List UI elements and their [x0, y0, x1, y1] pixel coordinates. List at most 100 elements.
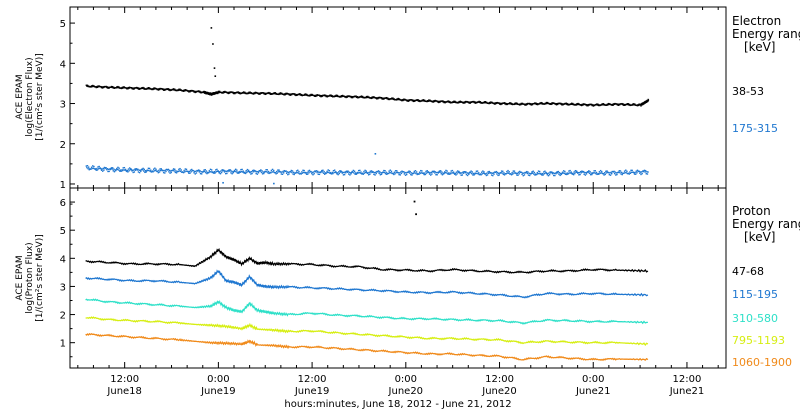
series-38-53-point	[429, 99, 431, 101]
series-175-315-point	[329, 171, 332, 174]
series-175-315-point	[480, 174, 482, 176]
series-175-315-point	[230, 170, 233, 172]
series-175-315-point	[317, 173, 319, 175]
series-175-315-point	[282, 170, 284, 173]
series-38-53-point	[535, 103, 538, 106]
series-175-315-point	[124, 169, 126, 171]
series-38-53-point	[479, 101, 482, 103]
series-38-53-point	[116, 86, 119, 89]
series-175-315-point	[178, 170, 181, 172]
series-175-315-point	[148, 169, 150, 172]
series-38-53-point	[562, 104, 564, 106]
series-175-315-point	[322, 169, 324, 171]
series-175-315-point	[275, 173, 277, 175]
series-175-315-point	[420, 172, 423, 174]
series-175-315-point	[525, 171, 527, 174]
y-tick-label: 1	[60, 339, 66, 350]
series-175-315-point	[291, 171, 293, 174]
series-175-315-point	[454, 172, 457, 175]
series-175-315-point	[385, 171, 387, 174]
series-175-315-point	[120, 170, 123, 172]
series-175-315-point	[406, 173, 408, 176]
x-tick-time-label: 0:00	[395, 374, 417, 385]
series-175-315-point	[459, 172, 462, 174]
series-175-315-point	[415, 171, 418, 173]
series-38-53-point	[632, 104, 634, 106]
series-175-315-point	[97, 166, 99, 168]
series-38-53-point	[536, 102, 538, 105]
series-175-315-point	[473, 173, 476, 175]
series-175-315-point	[141, 169, 144, 171]
series-175-315-point	[101, 168, 103, 170]
series-175-315-point	[307, 173, 309, 175]
series-38-53-point	[421, 100, 423, 102]
series-175-315-point	[460, 174, 462, 176]
series-38-53-point	[623, 103, 626, 106]
series-175-315-point	[195, 172, 198, 174]
series-175-315-point	[276, 172, 278, 174]
series-38-53-point	[590, 103, 593, 106]
series-175-315-point	[433, 170, 435, 173]
series-38-53-point	[612, 104, 614, 106]
series-175-315-point	[547, 175, 550, 177]
series-175-315-point	[521, 173, 523, 176]
series-38-53-point	[334, 95, 337, 98]
series-38-53-point	[95, 86, 97, 89]
series-175-315-point	[571, 173, 574, 175]
series-175-315-point	[202, 170, 205, 173]
series-38-53-point	[628, 103, 631, 106]
series-38-53-point	[397, 98, 399, 101]
series-175-315-point	[210, 169, 213, 171]
series-47-68-line	[85, 247, 649, 274]
series-175-315-point	[366, 171, 368, 174]
series-38-53-point	[437, 100, 439, 103]
series-175-315-point	[516, 172, 519, 175]
series-38-53-point	[283, 94, 285, 96]
series-175-315-point	[512, 173, 514, 175]
x-tick-date-label: June19	[294, 386, 330, 397]
series-175-315-point	[290, 170, 292, 173]
series-175-315-point	[455, 174, 457, 176]
series-175-315-point	[100, 168, 102, 170]
series-175-315-point	[261, 173, 264, 175]
series-38-53-point	[408, 99, 411, 102]
series-175-315-point	[435, 171, 438, 174]
series-175-315-point	[621, 173, 623, 176]
series-175-315-point	[517, 171, 520, 173]
series-38-53-point	[365, 96, 367, 99]
series-38-53-point	[493, 102, 495, 104]
series-175-315-point	[157, 171, 160, 174]
series-175-315-point	[341, 172, 343, 174]
series-38-53-point	[318, 94, 320, 96]
series-175-315-point	[502, 170, 504, 172]
series-175-315-point	[635, 170, 638, 172]
series-38-53-point	[223, 91, 225, 93]
series-38-53-point	[613, 103, 616, 106]
series-175-315-point	[323, 170, 325, 173]
series-175-315-point	[173, 170, 175, 172]
series-38-53-point	[184, 89, 187, 91]
series-175-315-point	[271, 171, 273, 173]
series-38-53-point	[273, 92, 275, 94]
series-38-53-point	[178, 89, 181, 91]
series-175-315-point	[616, 173, 618, 176]
series-175-315-point	[312, 174, 314, 176]
series-175-315-point	[579, 173, 581, 176]
x-axis-label: hours:minutes, June 18, 2012 - June 21, …	[284, 399, 511, 410]
series-38-53-point	[299, 94, 301, 96]
series-38-53-point	[310, 94, 313, 96]
series-38-53-point	[218, 91, 220, 93]
series-175-315-point	[540, 173, 543, 176]
series-175-315-point	[375, 172, 377, 175]
series-38-53-point	[553, 102, 556, 105]
series-175-315-point	[519, 170, 521, 173]
series-175-315-point	[411, 174, 413, 176]
series-175-315-point	[94, 167, 96, 170]
series-38-53-point	[483, 101, 486, 103]
series-175-315-point	[119, 169, 121, 171]
series-175-315-point	[227, 170, 229, 173]
series-175-315-point	[128, 167, 131, 169]
electron-legend-title-line2: Energy ranges	[732, 27, 800, 41]
series-175-315-point	[127, 168, 130, 170]
series-175-315-point	[545, 172, 548, 175]
